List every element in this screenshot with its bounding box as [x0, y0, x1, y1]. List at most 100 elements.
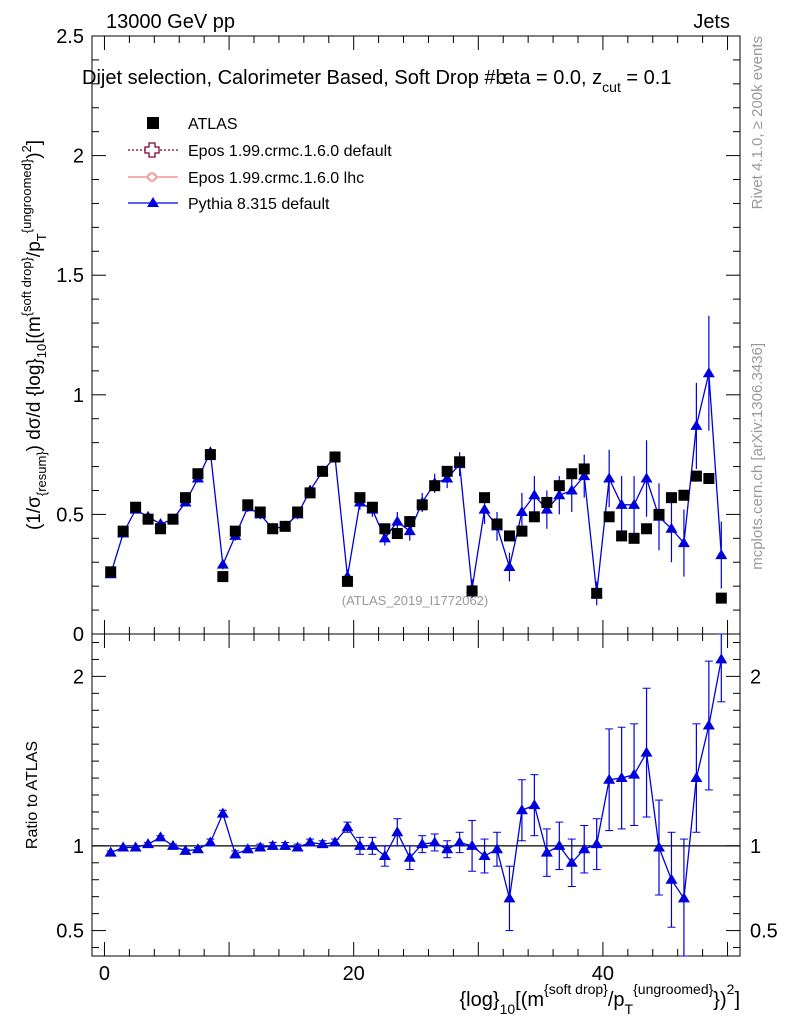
atlas-point — [503, 530, 515, 542]
pythia-ratio-point — [428, 836, 441, 847]
main-y-tick-label: 1.5 — [56, 265, 84, 287]
legend-marker-pythia — [147, 197, 159, 207]
pythia-ratio-point — [441, 843, 454, 854]
ratio-y-tick-label-right: 0.5 — [750, 921, 778, 943]
ratio-y-tick-label: 1 — [73, 836, 84, 858]
legend-label-epos-default: Epos 1.99.crmc.1.6.0 default — [188, 143, 392, 160]
pythia-point — [478, 503, 491, 514]
legend-label-pythia: Pythia 8.315 default — [188, 196, 330, 213]
pythia-ratio-point — [540, 846, 553, 857]
legend-entry-atlas: ATLAS — [147, 116, 238, 133]
atlas-point — [715, 592, 727, 604]
pythia-ratio-point — [204, 836, 217, 847]
atlas-point — [242, 499, 254, 511]
pythia-line — [110, 373, 722, 594]
pythia-ratio-point — [142, 838, 155, 849]
ratio-y-tick-label-right: 2 — [750, 666, 761, 688]
pythia-point — [702, 367, 715, 378]
atlas-point — [204, 449, 216, 461]
z-subscript: cut — [602, 79, 621, 95]
x-axis-label: {log}10[(m{soft drop}/pT{ungroomed}})2] — [460, 981, 741, 1017]
atlas-point — [678, 489, 690, 501]
pythia-ratio-point — [216, 807, 229, 818]
atlas-point — [167, 513, 179, 525]
atlas-point — [429, 480, 441, 492]
pythia-point — [553, 489, 566, 500]
pythia-point — [403, 525, 416, 536]
atlas-point — [130, 501, 142, 513]
pythia-point — [441, 472, 454, 483]
pythia-ratio-point — [653, 841, 665, 852]
pythia-point — [391, 515, 404, 526]
atlas-point — [254, 506, 266, 518]
pythia-ratio-point — [578, 843, 591, 854]
atlas-point — [292, 506, 304, 518]
atlas-point — [217, 571, 229, 583]
x-tick-label: 0 — [99, 963, 110, 985]
pythia-ratio-point — [129, 841, 142, 852]
pythia-ratio-point — [628, 768, 641, 779]
legend-marker-atlas — [147, 117, 159, 129]
atlas-point — [665, 492, 677, 504]
pythia-point — [665, 522, 678, 533]
pythia-ratio-point — [191, 843, 204, 854]
analysis-watermark: (ATLAS_2019_I1772062) — [342, 593, 488, 608]
pythia-ratio-point — [478, 850, 491, 861]
main-y-tick-label: 2.5 — [56, 26, 84, 48]
pythia-point — [378, 532, 391, 543]
atlas-point — [142, 513, 154, 525]
legend: ATLAS Epos 1.99.crmc.1.6.0 default Epos … — [128, 116, 392, 213]
pythia-ratio-point — [117, 841, 130, 852]
atlas-point — [416, 499, 428, 511]
atlas-point — [229, 525, 241, 537]
atlas-point — [304, 487, 316, 499]
pythia-ratio-point — [640, 746, 653, 757]
pythia-ratio-point — [329, 836, 341, 847]
atlas-point — [591, 587, 603, 599]
atlas-point — [105, 566, 117, 578]
legend-marker-epos-lhc — [147, 172, 157, 182]
pythia-point — [578, 470, 591, 481]
atlas-point — [354, 492, 366, 504]
pythia-ratio-point — [615, 772, 628, 783]
atlas-point — [454, 456, 466, 468]
atlas-point — [566, 468, 578, 480]
atlas-point — [329, 451, 341, 463]
pythia-point — [640, 472, 653, 483]
atlas-point — [341, 575, 353, 587]
pythia-point — [503, 561, 516, 572]
ratio-y-tick-label: 0.5 — [56, 921, 84, 943]
pythia-point — [677, 537, 690, 548]
pythia-point — [615, 498, 628, 509]
pythia-ratio-point — [341, 821, 354, 832]
pythia-point — [528, 489, 541, 500]
main-y-tick-label: 1 — [73, 385, 84, 407]
pythia-ratio-point — [229, 848, 242, 859]
atlas-point — [653, 508, 665, 520]
atlas-point — [491, 518, 503, 530]
pythia-ratio-point — [279, 839, 292, 850]
ratio-y-axis-label: Ratio to ATLAS — [24, 741, 41, 849]
atlas-point — [528, 511, 540, 523]
pythia-ratio-point — [590, 838, 603, 849]
pythia-point — [540, 503, 553, 514]
atlas-point — [117, 525, 129, 537]
atlas-point — [479, 492, 491, 504]
pythia-ratio-point — [665, 873, 678, 884]
atlas-point — [267, 523, 279, 535]
atlas-point — [379, 523, 391, 535]
legend-entry-epos-default: Epos 1.99.crmc.1.6.0 default — [128, 142, 392, 160]
atlas-point — [628, 532, 640, 544]
main-y-tick-label: 2 — [73, 146, 84, 168]
beta-label: eta = 0.0, z — [503, 67, 603, 89]
atlas-point — [616, 530, 628, 542]
pythia-ratio-point — [378, 850, 391, 861]
pythia-point — [216, 558, 229, 569]
pythia-ratio-point — [528, 799, 541, 810]
pythia-ratio-point — [677, 892, 690, 903]
pythia-point — [515, 506, 528, 517]
atlas-point — [179, 492, 191, 504]
pythia-point — [628, 498, 641, 509]
pythia-ratio-point — [391, 826, 404, 837]
